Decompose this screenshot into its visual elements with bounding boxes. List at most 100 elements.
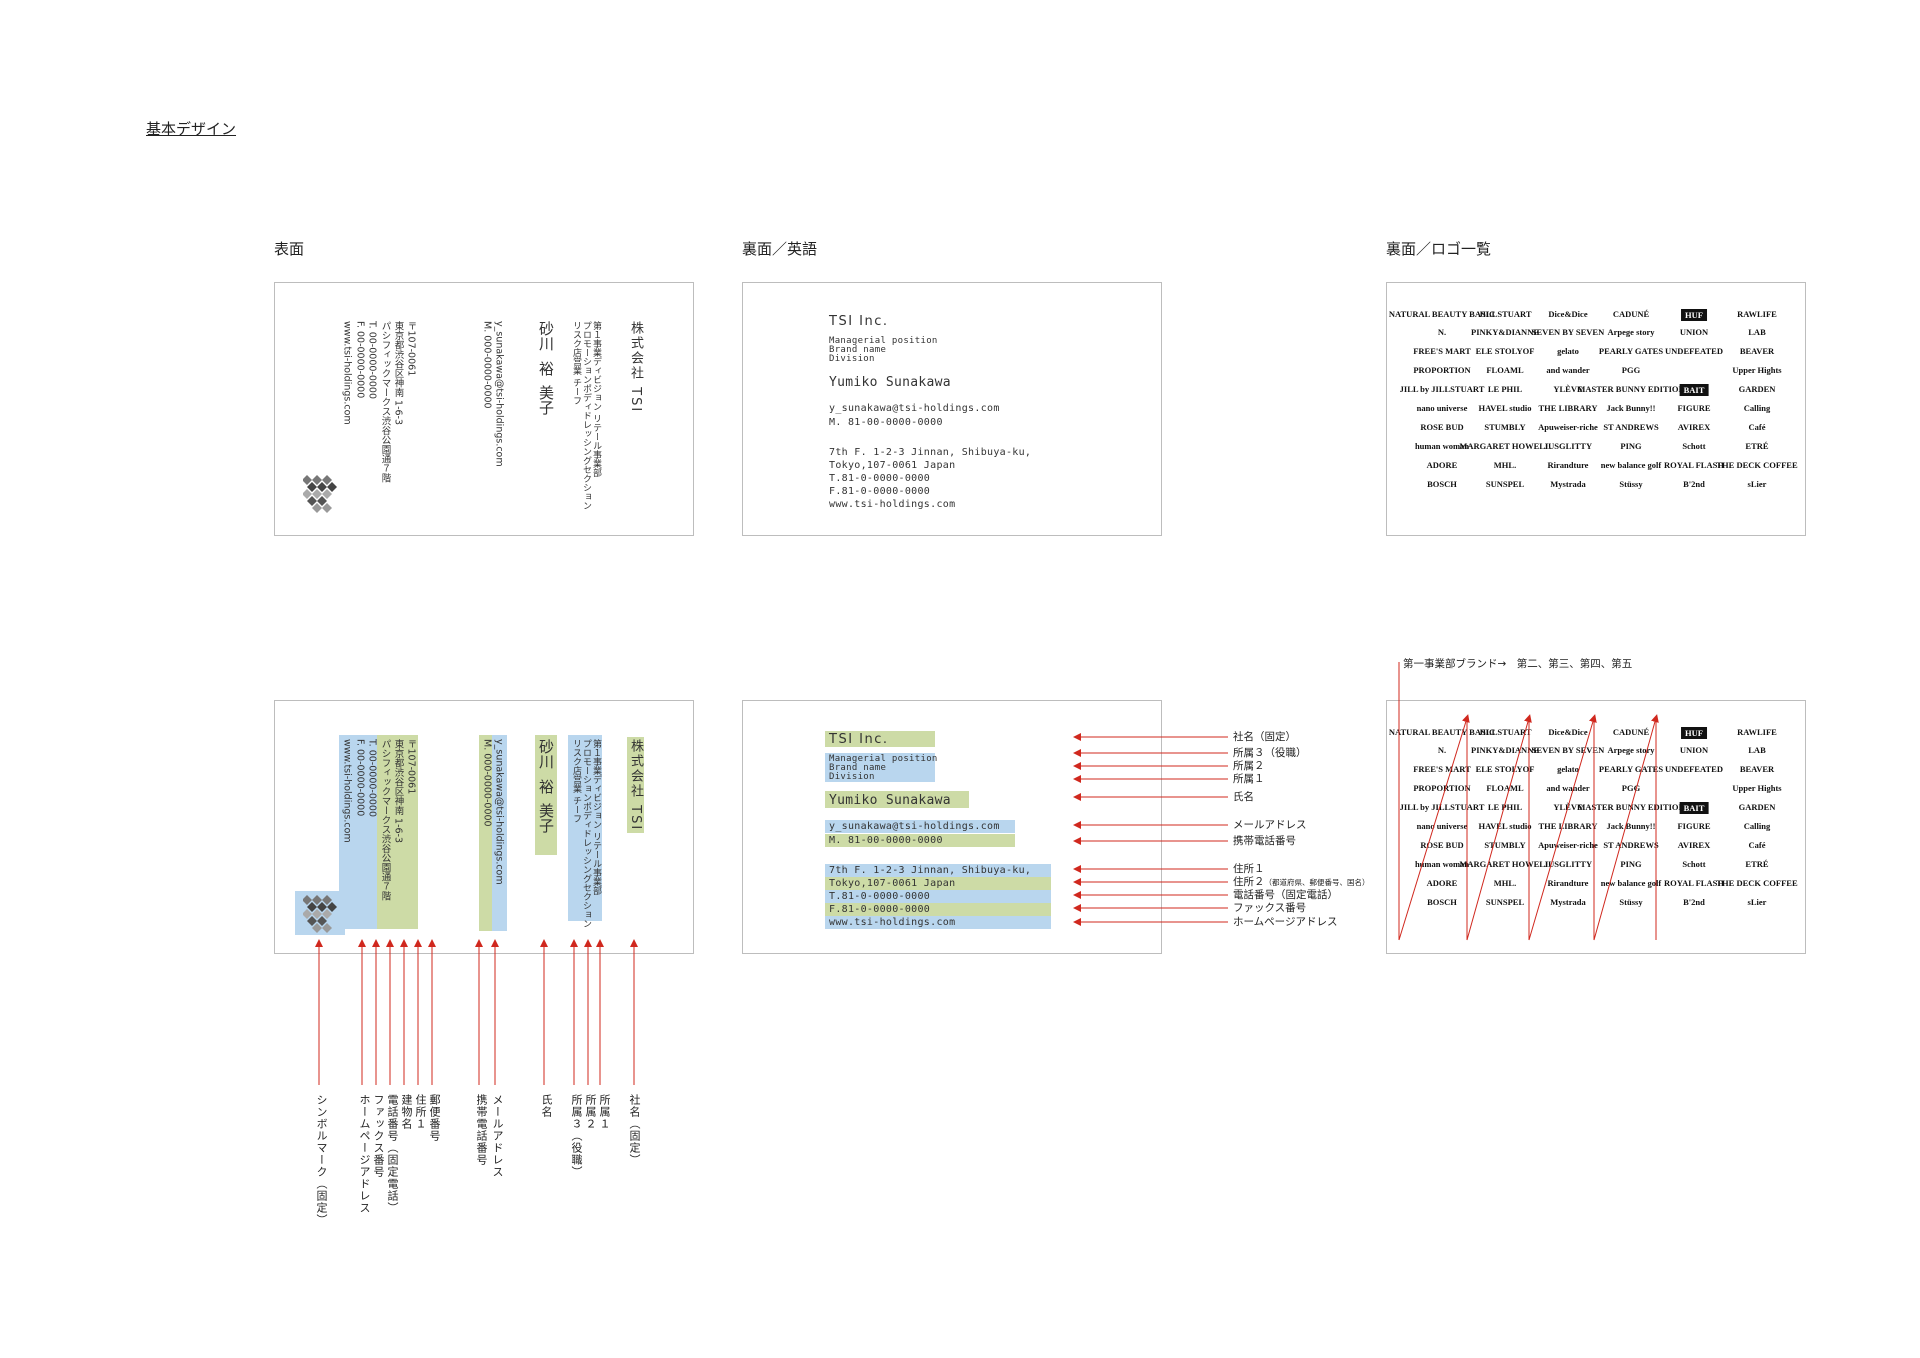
brand-logo: UNDEFEATED [1665, 764, 1723, 774]
vlabel-tel: 電話番号（固定電話） [386, 1094, 399, 1214]
back-address-1: 7th F. 1-2-3 Jinnan, Shibuya-ku, [829, 447, 1032, 458]
front-card: 株式会社 TSI 第１事業ディビジョン リテール事業部 プロモーションポディドレ… [274, 282, 694, 536]
brand-logo: PEARLY GATES [1598, 346, 1664, 356]
vlabel-dept-1: 所属１ [598, 1094, 611, 1130]
back-web: www.tsi-holdings.com [829, 499, 956, 510]
brand-logo: Stüssy [1619, 479, 1643, 489]
brand-logo: AVIREX [1677, 422, 1711, 432]
brand-logo: GARDEN [1738, 384, 1776, 394]
brand-logo: BEAVER [1739, 764, 1775, 774]
back-arrows [1073, 733, 1228, 926]
brand-logo: JILLSTUART [1478, 727, 1532, 737]
front-fax-hl: F. 00-0000-0000 [354, 739, 366, 817]
back-brand-hl: Brand name [829, 763, 887, 773]
brand-logo: ROYAL FLASH [1664, 460, 1724, 470]
logo-order-arrows [1398, 662, 1659, 941]
front-building-block [377, 735, 390, 929]
front-company: 株式会社 TSI [628, 321, 643, 414]
back-company-hl: TSI Inc. [829, 732, 889, 747]
front-name-family: 砂川 [537, 321, 555, 351]
front-mobile: M. 000-0000-0000 [481, 321, 493, 409]
front-tel: T. 00-0000-0000 [366, 321, 378, 400]
back-email-hl: y_sunakawa@tsi-holdings.com [829, 821, 1000, 832]
brand-logo: new balance golf [1600, 460, 1662, 470]
brand-logo: N. [1437, 327, 1447, 337]
brand-logo: THE DECK COFFEE [1716, 878, 1798, 888]
brand-logo: Schott [1682, 859, 1706, 869]
brand-logo: MHL. [1493, 878, 1517, 888]
brand-logo: HAVEL studio [1478, 821, 1532, 831]
front-building: パシフィックマークス渋谷公園通７階 [379, 321, 391, 483]
brand-logo: JILL by JILLSTUART [1399, 802, 1485, 812]
brand-logo: MARGARET HOWELL [1459, 859, 1551, 869]
front-contact-block [339, 735, 377, 929]
brand-logo: ROSE BUD [1420, 840, 1464, 850]
brand-logo: HUF [1681, 727, 1707, 739]
brand-logo: PGG [1621, 365, 1641, 375]
brand-logo: HUF [1681, 309, 1707, 321]
logo-grid-top: NATURAL BEAUTY BASIC JILLSTUART Dice&Dice C… [1387, 283, 1805, 535]
brand-logo: Apuweiser-riche [1538, 840, 1598, 850]
back-mobile: M. 81-00-0000-0000 [829, 417, 943, 428]
vlabel-dept-3: 所属３（役職） [570, 1094, 583, 1178]
back-division: Division [829, 354, 875, 364]
back-en-card: TSI Inc. Managerial position Brand name … [742, 282, 1162, 536]
front-postal: 〒107-0061 [405, 321, 417, 377]
label-mobile: 携帯電話番号 [1233, 835, 1296, 847]
logo-grid-bottom: NATURAL BEAUTY BASIC JILLSTUART Dice&Dice C… [1387, 701, 1805, 953]
brand-logo: LE PHIL [1487, 384, 1523, 394]
front-name-block [535, 735, 557, 855]
back-company-block [825, 731, 935, 747]
brand-logo: gelato [1557, 346, 1579, 356]
brand-logo: ROYAL FLASH [1664, 878, 1724, 888]
label-dept-3: 所属３（役職） [1233, 747, 1307, 759]
vlabel-postal: 郵便番号 [428, 1094, 441, 1142]
brand-logo: PGG [1621, 783, 1641, 793]
brand-logo: B'2nd [1683, 479, 1705, 489]
front-name-given-1: 裕 [537, 361, 555, 376]
brand-logo: JUSGLITTY [1543, 859, 1593, 869]
brand-logo: STUMBLY [1484, 840, 1526, 850]
brand-logo: ADORE [1426, 878, 1458, 888]
brand-logo: human woman [1414, 859, 1470, 869]
brand-logo: MHL. [1493, 460, 1517, 470]
brand-logo: MASTER BUNNY EDITION [1577, 384, 1685, 394]
front-fax: F. 00-0000-0000 [354, 321, 366, 399]
brand-logo: BAIT [1679, 384, 1709, 396]
front-dept-3-hl: リスク店営業 チーフ [571, 739, 581, 823]
vlabel-address: 住所１ [414, 1094, 427, 1130]
brand-logo: Upper Hights [1732, 783, 1782, 793]
brand-logo: PINKY&DIANNE [1471, 745, 1539, 755]
brand-logo: JILLSTUART [1478, 309, 1532, 319]
brand-logo: PINKY&DIANNE [1471, 327, 1539, 337]
brand-logo: ELE STOLYOF [1475, 764, 1535, 774]
brand-logo: RAWLIFE [1737, 727, 1777, 737]
brand-logo: Jack Bunny!! [1606, 821, 1656, 831]
brand-logo: SUNSPEL [1485, 479, 1525, 489]
front-dept-2-hl: プロモーションポディドレッシングセクション [581, 739, 591, 928]
brand-logo: PING [1620, 441, 1642, 451]
brand-logo: JUSGLITTY [1543, 441, 1593, 451]
brand-logo: Rirandture [1547, 878, 1589, 888]
front-email: y_sunakawa@tsi-holdings.com [493, 321, 505, 467]
front-dept-1-hl: 第１事業ディビジョン リテール事業部 [591, 739, 601, 895]
brand-logo: THE LIBRARY [1538, 821, 1598, 831]
brand-logo: UNION [1679, 745, 1709, 755]
back-address-2-hl: Tokyo,107-0061 Japan [829, 878, 956, 889]
brand-logo: Mystrada [1550, 479, 1586, 489]
brand-logo: Calling [1743, 821, 1771, 831]
brand-logo: THE DECK COFFEE [1716, 460, 1798, 470]
brand-logo: BOSCH [1427, 897, 1457, 907]
brand-logo: PROPORTION [1413, 365, 1471, 375]
back-address-1-hl: 7th F. 1-2-3 Jinnan, Shibuya-ku, [829, 865, 1032, 876]
vlabel-dept-2: 所属２ [584, 1094, 597, 1130]
brand-logo: Mystrada [1550, 897, 1586, 907]
brand-logo: ADORE [1426, 460, 1458, 470]
brand-logo: ETRÉ [1745, 441, 1769, 451]
order-col-4 [1593, 714, 1659, 941]
brand-logo: human woman [1414, 441, 1470, 451]
label-dept-2: 所属２ [1233, 760, 1265, 772]
front-email-hl: y_sunakawa@tsi-holdings.com [493, 739, 505, 885]
brand-logo: sLier [1747, 479, 1767, 489]
brand-logo: MARGARET HOWELL [1459, 441, 1551, 451]
